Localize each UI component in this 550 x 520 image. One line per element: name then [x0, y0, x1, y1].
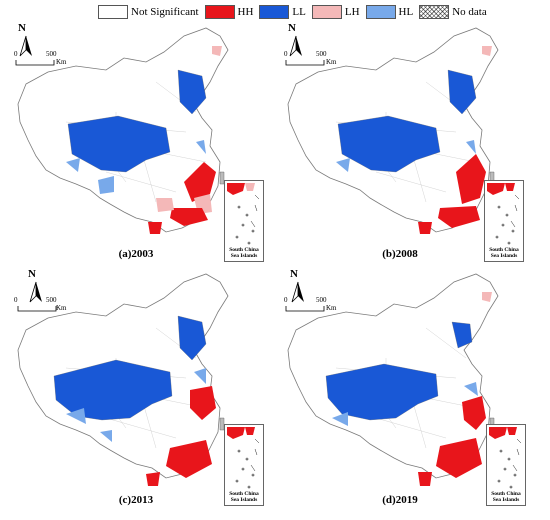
- inset-south-china-sea: South China Sea Islands: [224, 424, 264, 506]
- inset-label-line1: South China: [491, 491, 521, 497]
- china-map: [287, 273, 499, 486]
- legend-item-hl: HL: [365, 5, 414, 19]
- scale-value: 500: [46, 50, 57, 58]
- legend-swatch-not-significant: [98, 5, 128, 19]
- inset-label-line1: South China: [489, 247, 519, 253]
- scale-zero: 0: [284, 296, 288, 304]
- map-panel-2003: N 0 500 Km South China Sea Islands (a)20…: [6, 22, 266, 262]
- legend-label: HH: [237, 6, 254, 18]
- scale-zero: 0: [284, 50, 288, 58]
- cluster-regions: [53, 315, 216, 486]
- scale-unit: Km: [326, 58, 337, 66]
- scale-unit: Km: [56, 58, 67, 66]
- legend-label: HL: [398, 6, 414, 18]
- inset-south-china-sea: South China Sea Islands: [224, 180, 264, 262]
- map-panel-2019: N 0 500 Km South China Sea Islands (d)20…: [276, 268, 536, 508]
- inset-label-line2: Sea Islands: [230, 497, 258, 503]
- cluster-regions: [66, 46, 222, 234]
- panel-caption: (c)2013: [118, 494, 154, 506]
- scale-bar-icon: [285, 60, 325, 66]
- north-arrow-icon: [29, 281, 42, 303]
- legend-item-lh: LH: [311, 5, 360, 19]
- legend-swatch-ll: [259, 5, 290, 19]
- scale-value: 500: [316, 296, 327, 304]
- legend-swatch-hh: [204, 5, 235, 19]
- panel-caption: (a)2003: [118, 248, 154, 260]
- north-label: N: [28, 268, 36, 280]
- scale-bar-icon: [17, 306, 57, 312]
- scale-bar-icon: [285, 306, 325, 312]
- inset-label-line2: Sea Islands: [490, 253, 518, 259]
- scale-value: 500: [316, 50, 327, 58]
- legend-item-ll: LL: [259, 5, 306, 19]
- map-panel-2008: N 0 500 Km South China Sea Islands (b)20…: [276, 22, 536, 262]
- inset-south-china-sea: South China Sea Islands: [486, 424, 526, 506]
- north-label: N: [18, 22, 26, 34]
- legend-swatch-no-data: [419, 5, 450, 19]
- north-label: N: [290, 268, 298, 280]
- scale-zero: 0: [14, 296, 18, 304]
- inset-label-line2: Sea Islands: [492, 497, 520, 503]
- china-map: [17, 273, 229, 486]
- inset-islands: [489, 427, 522, 489]
- inset-label-line1: South China: [229, 247, 259, 253]
- legend-label: LH: [344, 6, 360, 18]
- legend-item-hh: HH: [204, 5, 254, 19]
- scale-value: 500: [46, 296, 57, 304]
- north-arrow-icon: [289, 35, 302, 57]
- scale-bar-icon: [15, 60, 55, 66]
- inset-label-line2: Sea Islands: [230, 253, 258, 259]
- legend-item-not-significant: Not Significant: [98, 5, 199, 19]
- legend: Not Significant HH LL LH HL No data: [98, 2, 493, 22]
- map-panel-2013: N 0 500 Km South China Sea Islands (c)20…: [6, 268, 266, 508]
- north-arrow-icon: [291, 281, 304, 303]
- legend-label: No data: [452, 6, 487, 18]
- scale-unit: Km: [326, 304, 337, 312]
- inset-islands: [487, 183, 520, 245]
- legend-item-no-data: No data: [419, 5, 487, 19]
- legend-label: Not Significant: [131, 6, 199, 18]
- north-label: N: [288, 22, 296, 34]
- scale-zero: 0: [14, 50, 18, 58]
- legend-swatch-lh: [311, 5, 342, 19]
- legend-swatch-hl: [365, 5, 396, 19]
- legend-label: LL: [292, 6, 306, 18]
- scale-unit: Km: [56, 304, 67, 312]
- inset-islands: [227, 183, 260, 245]
- inset-label-line1: South China: [229, 491, 259, 497]
- china-map: [17, 27, 229, 234]
- panel-caption: (d)2019: [382, 494, 418, 506]
- north-arrow-icon: [19, 35, 32, 57]
- panel-caption: (b)2008: [382, 248, 418, 260]
- inset-islands: [227, 427, 260, 489]
- cluster-regions: [336, 46, 492, 234]
- cluster-regions: [325, 292, 492, 486]
- inset-south-china-sea: South China Sea Islands: [484, 180, 524, 262]
- china-map: [287, 27, 499, 234]
